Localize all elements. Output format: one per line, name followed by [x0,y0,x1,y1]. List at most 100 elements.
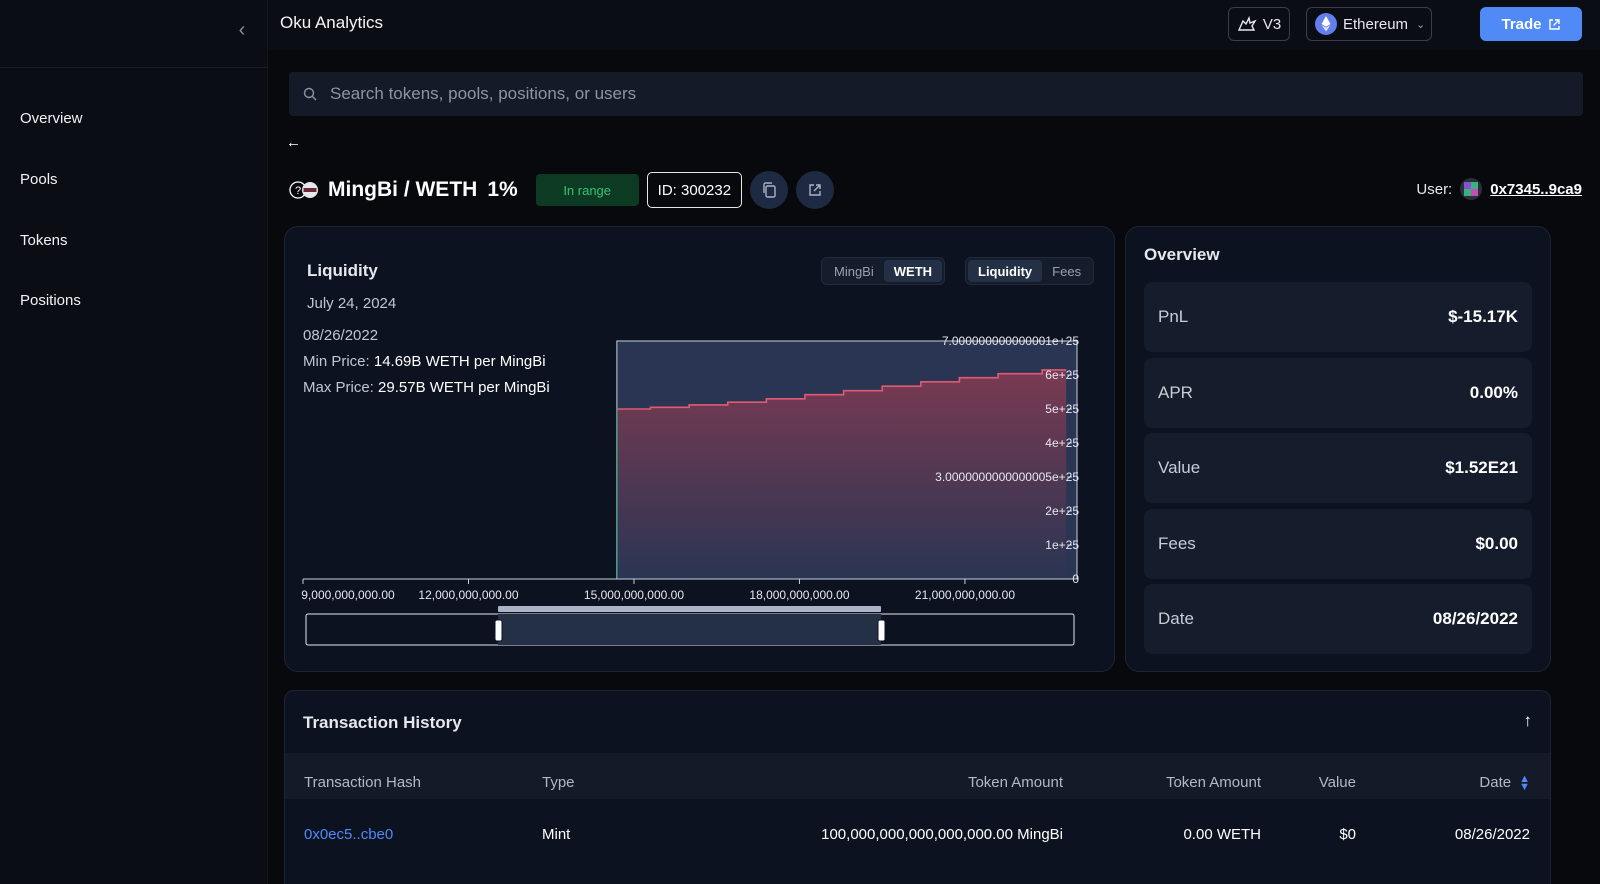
copy-button[interactable] [750,171,789,209]
zoom-brush-selection [498,614,881,645]
overview-label: APR [1158,383,1193,402]
column-header-date[interactable]: Date ▲ ▼ [1479,772,1530,793]
zoom-brush-handle-right [877,619,886,642]
back-arrow-icon[interactable]: ← [286,134,301,151]
min-price-value: 14.69B WETH per MingBi [373,353,546,370]
y-tick-label: 6e+25 [1045,368,1079,382]
trade-label: Trade [1501,15,1542,33]
overview-label: Fees [1158,534,1196,553]
column-header-token-amount-1: Token Amount [1165,774,1261,791]
liquidity-title: Liquidity [307,261,378,280]
y-tick-label: 4e+25 [1045,436,1079,450]
transaction-hash-link[interactable]: 0x0ec5..cbe0 [304,826,394,843]
sort-icon: ▲ ▼ [1519,772,1530,793]
max-price-label: Max Price: [303,379,374,396]
transaction-history-title: Transaction History [303,713,462,732]
min-price: Min Price: 14.69B WETH per MingBi [303,353,546,370]
zoom-brush-bar [498,606,881,612]
transaction-amount-0: 100,000,000,000,000,000.00 MingBi [821,826,1063,843]
transaction-history-card: Transaction History ↑ Transaction Hash T… [284,690,1551,884]
date-header-label: Date [1479,774,1512,791]
version-selector[interactable]: V3 [1228,7,1290,41]
sidebar-divider [0,67,268,68]
sidebar: ‹ Overview Pools Tokens Positions [0,0,268,884]
overview-row-value: Value $1.52E21 [1144,433,1532,503]
version-label: V3 [1262,15,1282,33]
liquidity-line [616,369,1067,410]
liquidity-area [616,369,1067,579]
sidebar-item-overview[interactable]: Overview [20,110,83,127]
toggle-mingbi[interactable]: MingBi [834,263,874,279]
selected-range-band [616,340,1078,580]
zoom-brush-track [305,613,1075,646]
top-bar: Oku Analytics V3 Ethereum ⌄ Trade [268,0,1600,50]
y-tick-label: 7.000000000000001e+25 [942,334,1079,348]
overview-row-pnl: PnL $-15.17K [1144,282,1532,352]
transaction-amount-1: 0.00 WETH [1183,826,1261,843]
column-header-value: Value [1318,774,1356,791]
pool-fee-tier: 1% [487,178,518,201]
y-tick-label: 5e+25 [1045,402,1079,416]
search-icon [303,87,317,101]
ethereum-icon [1315,13,1337,35]
overview-value: 0.00% [1469,383,1518,402]
column-header-type: Type [542,774,575,791]
overview-value: $0.00 [1475,534,1518,553]
x-tick-label: 15,000,000,000.00 [584,588,684,602]
position-owner: User: 0x7345..9ca9 [1416,178,1582,200]
y-tick-label: 3.0000000000000005e+25 [935,470,1079,484]
column-header-hash: Transaction Hash [304,774,421,791]
table-header [285,753,1550,799]
user-avatar [1460,178,1483,200]
sidebar-item-pools[interactable]: Pools [20,171,58,188]
overview-row-fees: Fees $0.00 [1144,509,1532,579]
overview-card: Overview PnL $-15.17K APR 0.00% Value $1.52… [1125,226,1551,672]
copy-icon [763,182,776,198]
info-date: 08/26/2022 [303,327,379,344]
toggle-fees[interactable]: Fees [1052,263,1082,279]
min-price-label: Min Price: [303,353,370,370]
collapse-up-arrow-icon[interactable]: ↑ [1523,711,1533,730]
transaction-value: $0 [1339,826,1356,843]
token-pair-icon: ? [289,181,318,199]
search-input[interactable] [330,84,1530,104]
liquidity-date: July 24, 2024 [307,295,397,312]
y-tick-label: 1e+25 [1045,538,1079,552]
external-link-icon [1548,18,1560,30]
collapse-sidebar-icon[interactable]: ‹ [238,19,246,41]
overview-value: $1.52E21 [1445,458,1518,477]
sidebar-item-tokens[interactable]: Tokens [20,232,68,249]
toggle-liquidity[interactable]: Liquidity [968,260,1043,282]
user-address-link[interactable]: 0x7345..9ca9 [1490,180,1582,198]
unicorn-icon [1237,15,1257,31]
overview-value: 08/26/2022 [1432,609,1518,628]
x-tick-label: 12,000,000,000.00 [418,588,518,602]
network-label: Ethereum [1343,15,1409,33]
network-selector[interactable]: Ethereum ⌄ [1306,7,1432,41]
transaction-date: 08/26/2022 [1454,826,1530,843]
y-tick-label: 2e+25 [1045,504,1079,518]
search-bar[interactable] [289,72,1583,116]
svg-text:?: ? [295,185,301,197]
column-header-token-amount-0: Token Amount [967,774,1063,791]
overview-title: Overview [1144,245,1220,264]
chevron-down-icon: ⌄ [1416,18,1426,31]
toggle-weth[interactable]: WETH [883,260,943,282]
main-content: ← ? MingBi / WETH 1% In range ID: 300232… [268,50,1600,884]
overview-value: $-15.17K [1448,307,1518,326]
x-tick-label: 18,000,000,000.00 [749,588,849,602]
token-toggle: MingBi WETH [821,257,946,285]
overview-label: Value [1158,458,1201,477]
x-tick-label: 9,000,000,000.00 [301,588,395,602]
pool-pair-name: MingBi / WETH [328,178,478,201]
open-external-button[interactable] [796,171,835,209]
metric-toggle: Liquidity Fees [965,257,1095,285]
trade-button[interactable]: Trade [1480,7,1582,41]
liquidity-card: Liquidity July 24, 2024 MingBi WETH Liqu… [284,226,1115,672]
max-price-value: 29.57B WETH per MingBi [378,379,550,396]
position-header: ? MingBi / WETH 1% In range ID: 300232 [288,170,835,210]
overview-label: Date [1158,609,1194,628]
sidebar-item-positions[interactable]: Positions [20,292,81,309]
liquidity-chart[interactable]: 9,000,000,000.00 12,000,000,000.00 15,000,… [285,227,1116,673]
max-price: Max Price: 29.57B WETH per MingBi [303,379,550,396]
